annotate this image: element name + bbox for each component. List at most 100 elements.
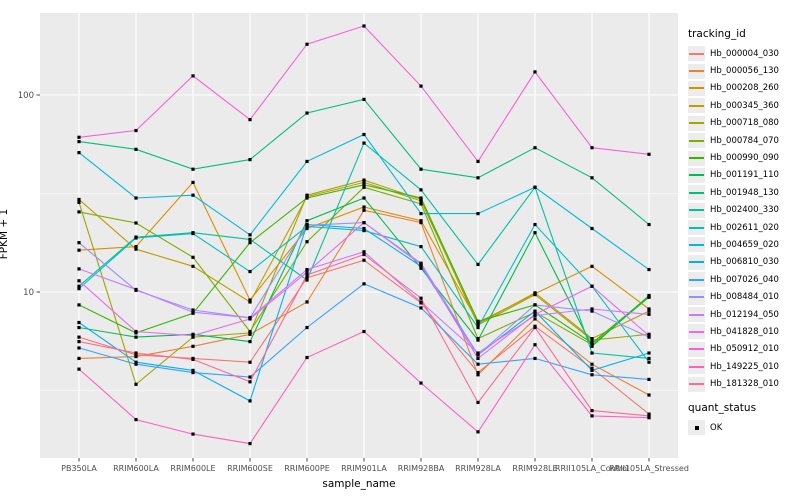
- data-point-marker: [533, 70, 537, 74]
- data-point-marker: [590, 341, 594, 345]
- x-tick-label: RRII105LA_Stressed: [609, 464, 689, 473]
- legend-key-swatch: [688, 80, 705, 96]
- data-point-marker: [362, 180, 366, 185]
- quant-legend-label: OK: [710, 422, 723, 433]
- data-point-marker: [305, 223, 309, 227]
- data-point-marker: [248, 233, 252, 237]
- data-point-marker: [134, 353, 138, 357]
- data-point-marker: [305, 240, 309, 244]
- legend-entry: Hb_149225_010: [688, 358, 800, 375]
- data-point-marker: [590, 362, 594, 366]
- data-point-marker: [305, 159, 309, 164]
- legend-entry: Hb_000004_030: [688, 45, 800, 62]
- data-point-marker: [134, 245, 138, 249]
- legend-key-swatch: [688, 46, 705, 62]
- x-tick-label: PB350LA: [61, 464, 97, 473]
- data-point-marker: [77, 340, 81, 344]
- data-point-marker: [77, 241, 81, 245]
- data-point-marker: [191, 334, 195, 338]
- data-point-marker: [191, 255, 195, 259]
- data-point-marker: [533, 231, 537, 235]
- x-tick-label: RRIM600LE: [170, 464, 215, 473]
- data-point-marker: [647, 307, 651, 311]
- data-point-marker: [533, 317, 537, 321]
- legend-entry-label: Hb_050912_010: [710, 344, 779, 355]
- data-point-marker: [362, 178, 366, 182]
- data-point-marker: [419, 167, 423, 171]
- data-point-marker: [305, 42, 309, 46]
- x-tick-label: RRIM600PE: [284, 464, 330, 473]
- legend-entry-label: Hb_000990_090: [710, 153, 779, 164]
- legend-line-icon: [689, 174, 704, 177]
- legend-line-icon: [689, 122, 704, 125]
- data-point-marker: [77, 210, 81, 214]
- data-point-marker: [419, 266, 423, 270]
- legend-line-icon: [689, 383, 704, 386]
- legend-key-swatch: [688, 237, 705, 253]
- x-tick-label: RRII105LA_Control: [555, 464, 629, 473]
- data-point-marker: [647, 222, 651, 227]
- data-point-marker: [590, 366, 594, 370]
- data-point-marker: [191, 368, 195, 372]
- legend-line-icon: [689, 348, 704, 351]
- data-point-marker: [248, 329, 252, 334]
- data-point-marker: [191, 310, 195, 314]
- data-point-marker: [191, 193, 195, 197]
- legend-key-swatch: [688, 167, 705, 183]
- quant-legend-key: [688, 420, 705, 435]
- data-point-marker: [191, 432, 195, 436]
- data-point-marker: [419, 196, 423, 200]
- data-point-marker: [533, 309, 537, 313]
- data-point-marker: [134, 221, 138, 225]
- data-point-marker: [305, 270, 309, 274]
- legend-entry: Hb_002400_330: [688, 202, 800, 219]
- data-point-marker: [647, 414, 651, 418]
- data-point-marker: [533, 291, 537, 295]
- data-point-marker: [476, 400, 480, 405]
- data-point-marker: [590, 146, 594, 150]
- data-point-marker: [77, 151, 81, 155]
- x-tick-label: RRIM901LA: [341, 464, 387, 473]
- data-point-marker: [77, 346, 81, 350]
- data-point-marker: [476, 353, 480, 357]
- data-point-marker: [647, 356, 651, 361]
- data-point-marker: [248, 380, 252, 384]
- data-point-marker: [191, 370, 195, 375]
- data-point-marker: [362, 252, 366, 257]
- data-point-marker: [134, 236, 138, 240]
- legend-key-swatch: [688, 307, 705, 323]
- data-point-marker: [647, 351, 651, 355]
- legend-entry: Hb_000718_080: [688, 115, 800, 132]
- x-tick-label: RRIM600SE: [227, 464, 273, 473]
- y-tick-label: 100: [18, 91, 34, 101]
- data-point-marker: [533, 303, 537, 307]
- data-point-marker: [590, 284, 594, 288]
- data-point-marker: [476, 325, 480, 330]
- data-point-marker: [590, 414, 594, 418]
- data-point-marker: [476, 370, 480, 375]
- data-point-marker: [362, 228, 366, 233]
- data-point-marker: [419, 202, 423, 206]
- legend-line-icon: [689, 296, 704, 299]
- data-point-marker: [134, 287, 138, 292]
- data-point-marker: [533, 146, 537, 150]
- legend-line-icon: [689, 157, 704, 160]
- data-point-marker: [77, 335, 81, 339]
- legend-entry-label: Hb_000345_360: [710, 100, 779, 111]
- data-point-marker: [419, 262, 423, 267]
- legend-entry-label: Hb_006810_030: [710, 257, 779, 268]
- data-point-marker: [647, 293, 651, 298]
- data-point-marker: [134, 362, 138, 366]
- data-point-marker: [590, 264, 594, 268]
- legend-entry: Hb_006810_030: [688, 254, 800, 271]
- legend-entry: Hb_002611_020: [688, 219, 800, 236]
- legend-line-icon: [689, 261, 704, 264]
- legend-key-swatch: [688, 220, 705, 236]
- data-point-marker: [476, 176, 480, 180]
- data-point-marker: [77, 267, 81, 271]
- legend-entry: Hb_000208_260: [688, 80, 800, 97]
- legend-entry-label: Hb_000784_070: [710, 135, 779, 146]
- legend-entries: Hb_000004_030 Hb_000056_130 Hb_000208_260 H…: [688, 45, 800, 393]
- legend-key-swatch: [688, 185, 705, 201]
- legend-line-icon: [689, 191, 704, 194]
